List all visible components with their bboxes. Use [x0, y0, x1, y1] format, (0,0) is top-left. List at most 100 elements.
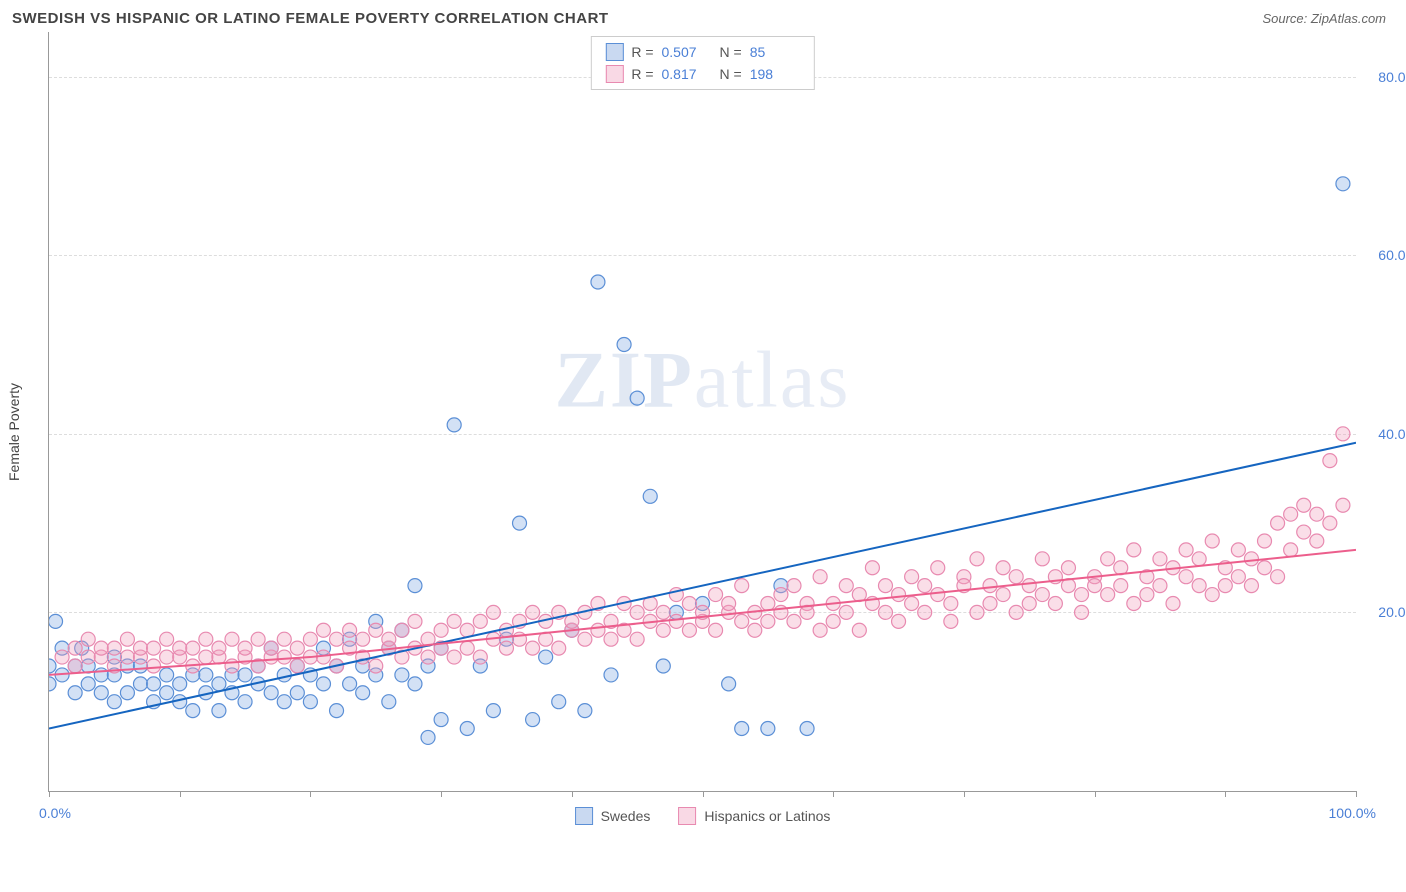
data-point: [813, 570, 827, 584]
data-point: [839, 579, 853, 593]
data-point: [905, 570, 919, 584]
data-point: [970, 552, 984, 566]
data-point: [735, 579, 749, 593]
chart-title: SWEDISH VS HISPANIC OR LATINO FEMALE POV…: [12, 10, 609, 27]
x-tick: [1095, 791, 1096, 797]
data-point: [303, 632, 317, 646]
source-attribution: Source: ZipAtlas.com: [1262, 11, 1386, 26]
data-point: [1075, 588, 1089, 602]
x-tick: [441, 791, 442, 797]
data-point: [421, 650, 435, 664]
legend-label: Hispanics or Latinos: [704, 808, 830, 824]
data-point: [408, 579, 422, 593]
data-point: [160, 686, 174, 700]
data-point: [460, 641, 474, 655]
data-point: [277, 632, 291, 646]
data-point: [787, 614, 801, 628]
y-tick-label: 60.0%: [1378, 247, 1406, 263]
x-tick-min: 0.0%: [39, 805, 71, 821]
data-point: [1114, 579, 1128, 593]
n-label: N =: [720, 66, 742, 82]
data-point: [735, 614, 749, 628]
data-point: [1244, 579, 1258, 593]
data-point: [251, 632, 265, 646]
data-point: [735, 721, 749, 735]
data-point: [147, 659, 161, 673]
r-label: R =: [631, 44, 653, 60]
data-point: [1179, 570, 1193, 584]
data-point: [81, 677, 95, 691]
data-point: [1192, 552, 1206, 566]
data-point: [147, 641, 161, 655]
data-point: [81, 650, 95, 664]
data-point: [1009, 605, 1023, 619]
data-point: [473, 614, 487, 628]
data-point: [173, 677, 187, 691]
data-point: [761, 596, 775, 610]
data-point: [1088, 579, 1102, 593]
data-point: [996, 561, 1010, 575]
data-point: [173, 641, 187, 655]
data-point: [1153, 552, 1167, 566]
data-point: [277, 668, 291, 682]
data-point: [709, 623, 723, 637]
data-point: [120, 650, 134, 664]
data-point: [120, 686, 134, 700]
data-point: [49, 677, 56, 691]
r-value-swedes: 0.507: [662, 44, 712, 60]
data-point: [212, 641, 226, 655]
swatch-blue-icon: [605, 43, 623, 61]
data-point: [996, 588, 1010, 602]
data-point: [865, 561, 879, 575]
data-point: [1218, 579, 1232, 593]
data-point: [1009, 570, 1023, 584]
data-point: [539, 650, 553, 664]
data-point: [238, 695, 252, 709]
data-point: [604, 668, 618, 682]
x-tick: [703, 791, 704, 797]
data-point: [578, 704, 592, 718]
data-point: [1153, 579, 1167, 593]
data-point: [447, 650, 461, 664]
data-point: [1284, 543, 1298, 557]
data-point: [107, 695, 121, 709]
data-point: [238, 641, 252, 655]
data-point: [813, 623, 827, 637]
data-point: [983, 579, 997, 593]
x-tick: [1225, 791, 1226, 797]
y-axis-label: Female Poverty: [6, 383, 22, 481]
data-point: [1310, 534, 1324, 548]
r-value-hispanics: 0.817: [662, 66, 712, 82]
data-point: [1140, 588, 1154, 602]
data-point: [591, 275, 605, 289]
x-tick: [964, 791, 965, 797]
data-point: [852, 623, 866, 637]
r-label: R =: [631, 66, 653, 82]
y-tick-label: 80.0%: [1378, 69, 1406, 85]
data-point: [761, 614, 775, 628]
data-point: [290, 659, 304, 673]
n-label: N =: [720, 44, 742, 60]
data-point: [526, 641, 540, 655]
data-point: [160, 668, 174, 682]
data-point: [565, 614, 579, 628]
data-point: [382, 695, 396, 709]
data-point: [160, 650, 174, 664]
data-point: [1258, 534, 1272, 548]
data-point: [238, 668, 252, 682]
data-point: [1035, 552, 1049, 566]
data-point: [630, 391, 644, 405]
data-point: [1022, 596, 1036, 610]
data-point: [970, 605, 984, 619]
data-point: [643, 489, 657, 503]
data-point: [473, 650, 487, 664]
data-point: [1179, 543, 1193, 557]
data-point: [303, 695, 317, 709]
data-point: [983, 596, 997, 610]
data-point: [290, 686, 304, 700]
data-point: [761, 721, 775, 735]
data-point: [1271, 570, 1285, 584]
data-point: [264, 641, 278, 655]
data-point: [133, 677, 147, 691]
data-point: [395, 623, 409, 637]
